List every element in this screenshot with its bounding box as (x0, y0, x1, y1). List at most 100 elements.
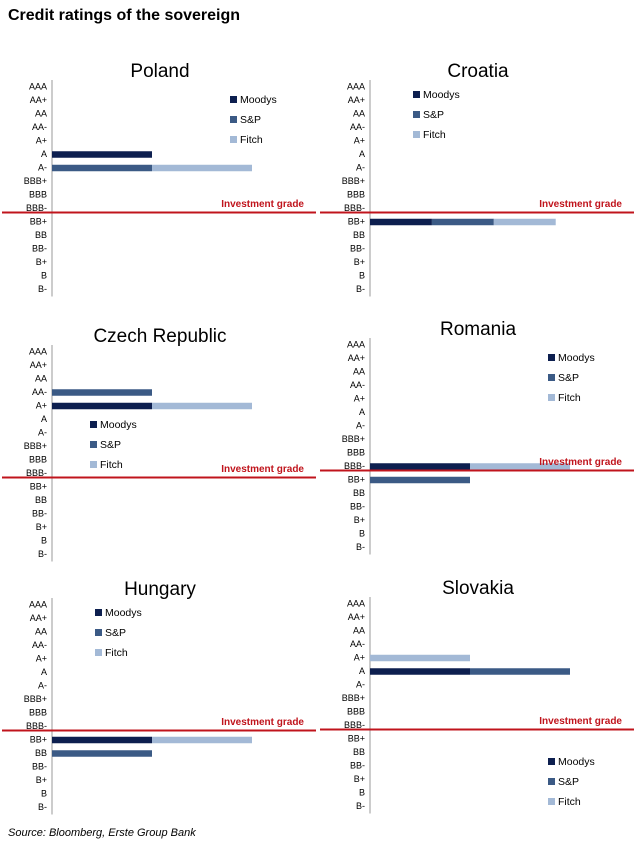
legend-label: Moodys (558, 352, 595, 364)
legend-swatch (413, 91, 420, 98)
legend-label: S&P (100, 439, 121, 451)
legend-swatch (548, 798, 555, 805)
bar (431, 218, 494, 226)
y-tick-label: BB+ (348, 474, 365, 484)
y-tick-label: A (359, 407, 365, 417)
y-tick-label: B+ (36, 257, 47, 267)
annotation: Investment grade (221, 464, 304, 475)
y-tick-label: AAA (29, 81, 47, 91)
legend-label: Moodys (100, 419, 137, 431)
chart-title: Hungary (124, 579, 196, 600)
y-tick-label: AA (353, 366, 365, 376)
legend-swatch (230, 136, 237, 143)
y-tick-label: A- (38, 680, 47, 690)
legend-label: Moodys (240, 94, 277, 106)
y-tick-label: A (41, 149, 47, 159)
y-tick-label: BB- (32, 761, 47, 771)
chart-title: Slovakia (442, 578, 514, 599)
legend-label: S&P (558, 776, 579, 788)
y-tick-label: AA- (32, 387, 47, 397)
y-tick-label: BBB- (344, 461, 365, 471)
y-tick-label: BBB+ (24, 176, 47, 186)
y-tick-label: BBB (347, 447, 365, 457)
y-tick-label: B+ (36, 775, 47, 785)
bar (470, 463, 570, 470)
bar (52, 736, 152, 744)
legend-swatch (95, 649, 102, 656)
legend-label: S&P (558, 372, 579, 384)
annotation: Investment grade (539, 716, 622, 727)
bar (52, 750, 152, 757)
y-tick-label: AA- (350, 380, 365, 390)
legend-swatch (548, 758, 555, 765)
y-tick-label: B+ (36, 522, 47, 532)
legend-label: Fitch (100, 459, 123, 471)
legend-swatch (548, 374, 555, 381)
y-tick-label: AA+ (30, 613, 47, 623)
legend-swatch (230, 96, 237, 103)
y-tick-label: BBB (347, 706, 365, 716)
bar (370, 463, 470, 470)
y-tick-label: BB+ (348, 216, 365, 226)
legend-swatch (548, 354, 555, 361)
y-tick-label: BBB (29, 189, 47, 199)
y-tick-label: AA (35, 626, 47, 636)
y-tick-label: B- (38, 802, 47, 812)
bar (470, 668, 570, 675)
legend-swatch (413, 131, 420, 138)
legend-swatch (90, 441, 97, 448)
y-tick-label: AA+ (348, 95, 365, 105)
y-tick-label: AAA (347, 81, 365, 91)
y-tick-label: B- (38, 549, 47, 559)
bar (52, 164, 152, 172)
y-tick-label: BB (35, 748, 47, 758)
y-tick-label: BBB- (26, 203, 47, 213)
chart-title: Romania (440, 319, 516, 340)
y-tick-label: A+ (36, 400, 47, 410)
bar (52, 402, 152, 410)
y-tick-label: AA- (32, 640, 47, 650)
bar (370, 476, 470, 484)
y-tick-label: BB- (32, 508, 47, 518)
bar (152, 736, 252, 744)
y-tick-label: B- (356, 542, 365, 552)
y-tick-label: BB- (32, 243, 47, 253)
legend-label: S&P (423, 109, 444, 121)
y-tick-label: B (359, 528, 365, 538)
y-tick-label: B- (356, 801, 365, 811)
y-tick-label: BBB+ (24, 441, 47, 451)
y-tick-label: BB (353, 747, 365, 757)
y-tick-label: BBB- (26, 721, 47, 731)
y-tick-label: BBB+ (342, 434, 365, 444)
y-tick-label: AA (353, 625, 365, 635)
y-tick-label: B- (356, 284, 365, 294)
legend-label: S&P (240, 114, 261, 126)
annotation: Investment grade (539, 457, 622, 468)
legend-swatch (230, 116, 237, 123)
y-tick-label: BBB- (344, 203, 365, 213)
y-tick-label: BB- (350, 501, 365, 511)
bar (52, 151, 152, 158)
legend-swatch (90, 461, 97, 468)
y-tick-label: A+ (354, 652, 365, 662)
y-tick-label: B (41, 788, 47, 798)
legend-swatch (548, 778, 555, 785)
y-tick-label: B (359, 787, 365, 797)
bar (370, 218, 432, 226)
legend-label: S&P (105, 627, 126, 639)
y-tick-label: A- (356, 679, 365, 689)
y-tick-label: BB (35, 495, 47, 505)
annotation: Investment grade (221, 717, 304, 728)
bar (370, 654, 470, 662)
y-tick-label: BB (35, 230, 47, 240)
source-note: Source: Bloomberg, Erste Group Bank (8, 827, 196, 839)
y-tick-label: A- (356, 162, 365, 172)
legend-swatch (413, 111, 420, 118)
y-tick-label: BB (353, 230, 365, 240)
bar (52, 389, 152, 396)
bar (152, 164, 252, 172)
y-tick-label: BBB+ (342, 176, 365, 186)
bar (152, 402, 252, 410)
y-tick-label: A- (38, 427, 47, 437)
page-title: Credit ratings of the sovereign (8, 7, 240, 24)
